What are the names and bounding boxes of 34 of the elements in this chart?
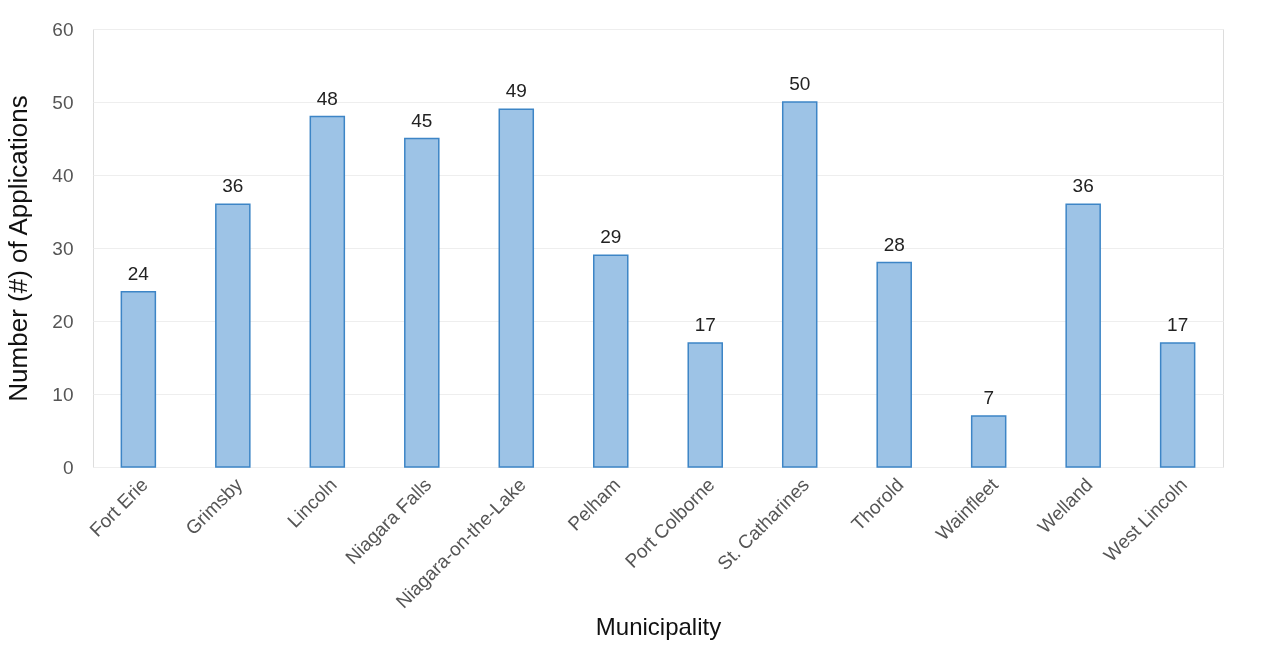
bar [876,261,912,468]
bar [1159,342,1196,468]
data-label: 24 [127,262,150,284]
data-label: 48 [316,87,338,109]
y-tick-label: 50 [52,91,74,113]
bar [1065,203,1101,468]
bar [498,108,535,468]
bar [404,137,440,468]
data-label: 50 [789,73,811,94]
data-label: 45 [411,109,433,131]
bar [120,291,157,468]
data-label: 17 [1167,313,1189,335]
bar [215,203,251,468]
bar [593,254,629,468]
y-tick-label: 20 [52,310,74,332]
data-label: 29 [600,226,622,248]
bar [687,342,723,468]
y-tick-label: 30 [52,237,74,259]
y-tick-label: 40 [52,164,74,186]
y-axis-title: Number (#) of Applications [3,95,34,402]
y-tick-label: 10 [52,383,74,405]
bar [970,415,1007,468]
data-label: 28 [883,233,905,255]
data-label: 17 [694,313,716,335]
bar [309,115,346,468]
data-label: 36 [1072,175,1094,197]
data-label: 7 [983,386,994,408]
data-label: 49 [505,80,527,102]
y-tick-label: 60 [52,18,74,40]
bar [781,101,818,468]
x-tick-label: Fort Erie [85,474,152,541]
x-axis-title: Municipality [595,613,722,641]
data-label: 36 [222,175,244,197]
y-tick-label: 0 [62,456,74,478]
